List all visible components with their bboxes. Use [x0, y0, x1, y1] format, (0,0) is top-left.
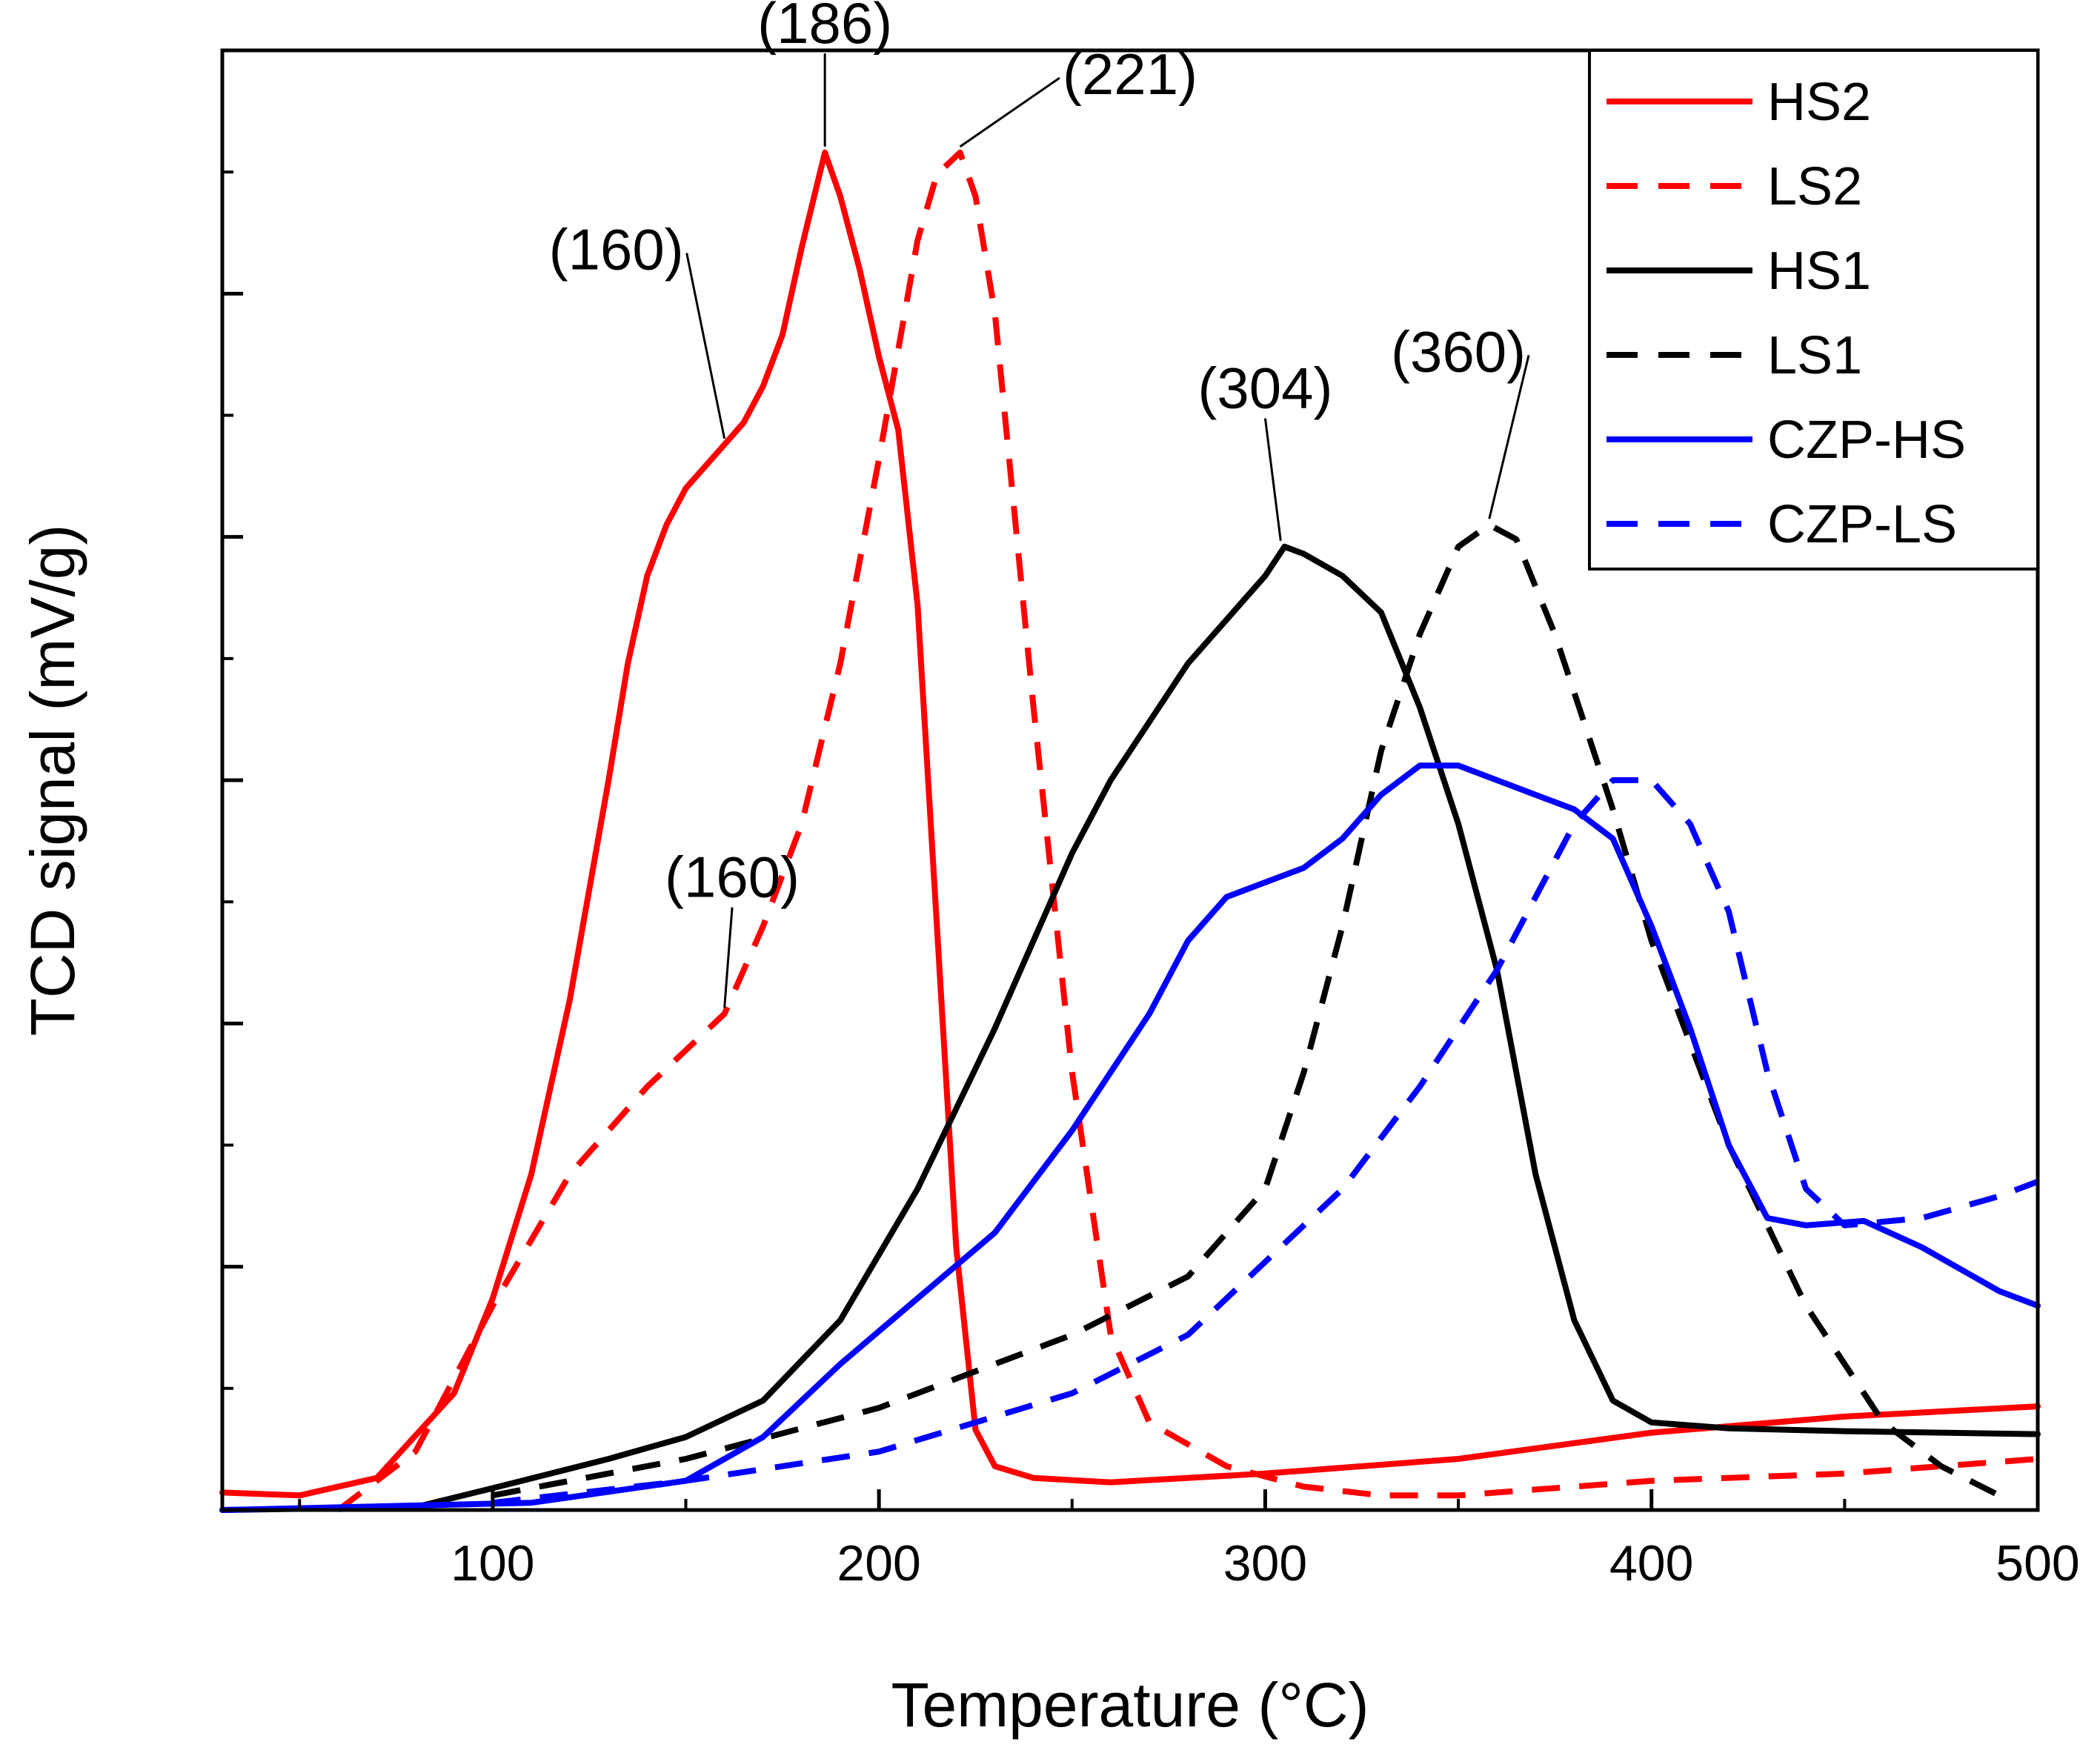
annotation-leader	[723, 907, 734, 1008]
series-line-hs2	[219, 149, 2041, 1499]
annotation-label: (160)	[665, 845, 800, 910]
legend-label-czp-hs: CZP-HS	[1767, 410, 1966, 470]
annotation-label: (221)	[1063, 41, 1197, 107]
annotation-label: (160)	[549, 217, 684, 282]
legend: HS2 LS2 HS1 LS1 CZP-HS CZP-LS	[1588, 49, 2039, 571]
series-line-hs1	[219, 543, 2041, 1513]
x-axis-title: Temperature (°C)	[891, 1670, 1369, 1740]
tick-layer	[222, 48, 2040, 1512]
series-layer	[219, 149, 2041, 1513]
annotation-label: (304)	[1197, 356, 1332, 421]
legend-label-hs1: HS1	[1767, 242, 1871, 301]
legend-entries: HS2 LS2 HS1 LS1 CZP-HS CZP-LS	[1606, 73, 1966, 554]
legend-label-ls2: LS2	[1767, 157, 1862, 216]
legend-label-czp-ls: CZP-LS	[1767, 495, 1957, 554]
annotation-label: (186)	[757, 0, 892, 56]
legend-label-hs2: HS2	[1767, 73, 1871, 132]
series-line-ls2	[336, 149, 2038, 1513]
y-axis-title: TCD signal (mV/g)	[18, 525, 87, 1037]
annotation-leader	[685, 253, 726, 439]
x-tick-label: 200	[837, 1535, 920, 1592]
series-line-czp-ls	[492, 777, 2039, 1506]
x-tick-labels: 100 200 300 400 500	[451, 1535, 2080, 1592]
annotation-leader	[1488, 355, 1530, 519]
annotation-label: (360)	[1391, 319, 1526, 384]
legend-box	[1588, 49, 2039, 571]
x-tick-label: 300	[1223, 1535, 1307, 1592]
annotation-leader	[959, 76, 1060, 148]
legend-label-ls1: LS1	[1767, 326, 1862, 385]
annotation-layer: (186) (221) (160) (160) (304) (360)	[549, 0, 1530, 1008]
x-tick-label: 100	[451, 1535, 534, 1592]
x-tick-label: 400	[1609, 1535, 1693, 1592]
annotation-leader	[1263, 418, 1282, 541]
series-line-czp-hs	[219, 762, 2041, 1513]
x-tick-label: 500	[1996, 1535, 2079, 1592]
series-line-ls1	[492, 522, 2001, 1499]
